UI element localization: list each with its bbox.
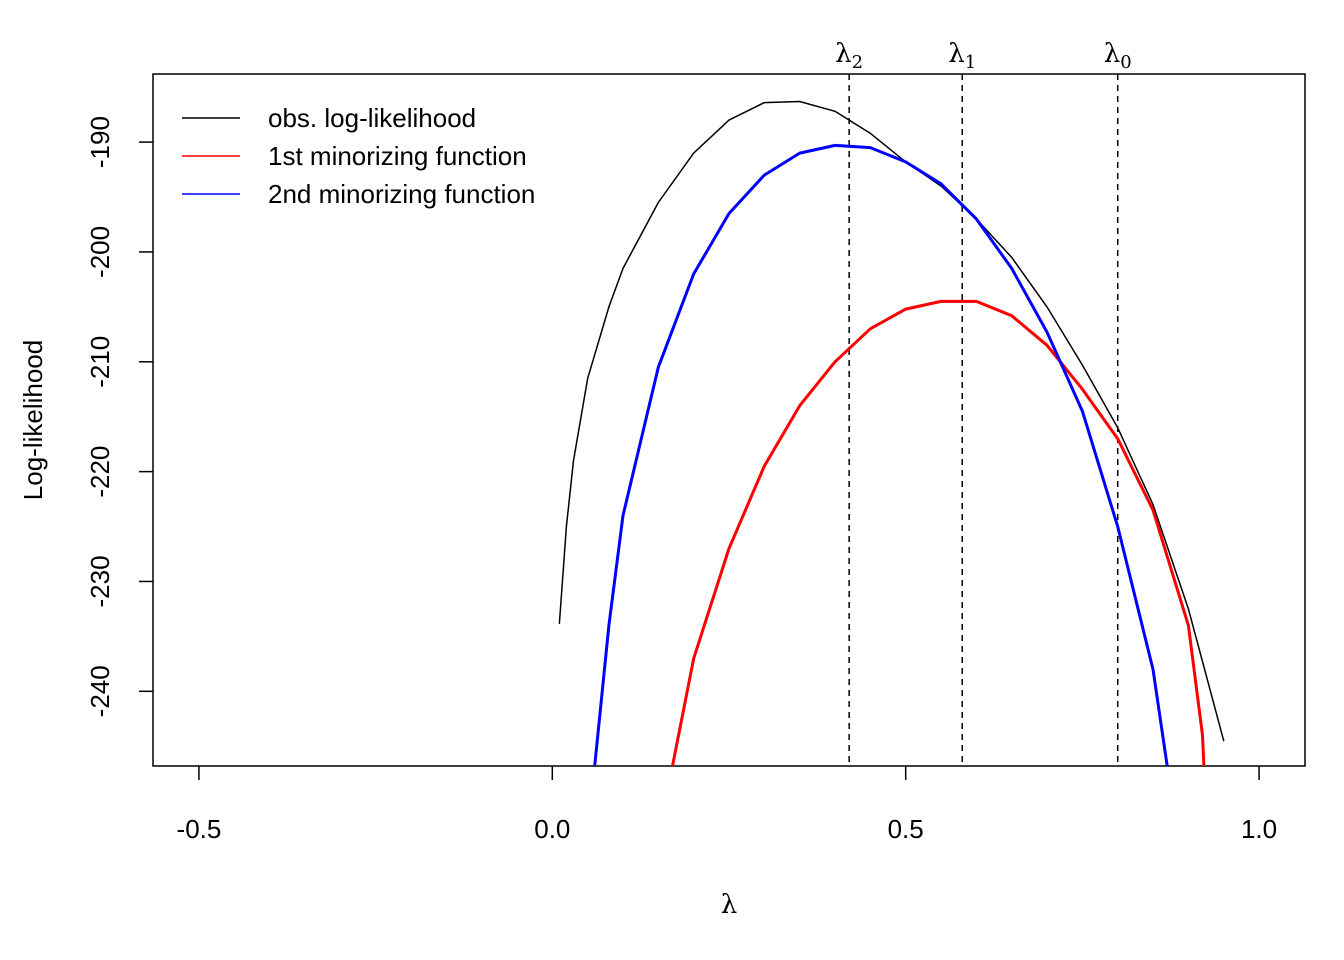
- vline-label-2: λ0: [1104, 39, 1132, 73]
- x-tick-label-1: 0.0: [534, 814, 570, 844]
- y-tick-label-3: -220: [85, 446, 115, 498]
- y-axis-label: Log-likelihood: [18, 340, 48, 500]
- vline-label-1: λ1: [948, 39, 976, 73]
- x-tick-label-0: -0.5: [177, 814, 222, 844]
- y-tick-label-5: -240: [85, 665, 115, 717]
- series-line-1: [671, 299, 1206, 766]
- y-tick-label-0: -190: [85, 116, 115, 168]
- x-axis-label: λ: [721, 890, 737, 920]
- y-tick-label-2: -210: [85, 336, 115, 388]
- series-lines: [558, 100, 1225, 766]
- y-axis: -190 -200 -210 -220 -230 -240: [85, 116, 153, 717]
- legend: obs. log-likelihood 1st minorizing functi…: [182, 103, 535, 209]
- x-tick-label-2: 0.5: [888, 814, 924, 844]
- y-tick-label-1: -200: [85, 226, 115, 278]
- x-axis: -0.5 0.0 0.5 1.0: [177, 766, 1277, 844]
- series-line-0: [558, 100, 1225, 742]
- series-line-2: [593, 143, 1169, 766]
- vline-label-0: λ2: [835, 39, 863, 73]
- legend-label-0: obs. log-likelihood: [268, 103, 476, 133]
- legend-label-2: 2nd minorizing function: [268, 179, 535, 209]
- reference-lines: λ2 λ1 λ0: [835, 39, 1132, 766]
- y-tick-label-4: -230: [85, 555, 115, 607]
- plot-frame: [152, 73, 1306, 767]
- x-tick-label-3: 1.0: [1241, 814, 1277, 844]
- legend-label-1: 1st minorizing function: [268, 141, 527, 171]
